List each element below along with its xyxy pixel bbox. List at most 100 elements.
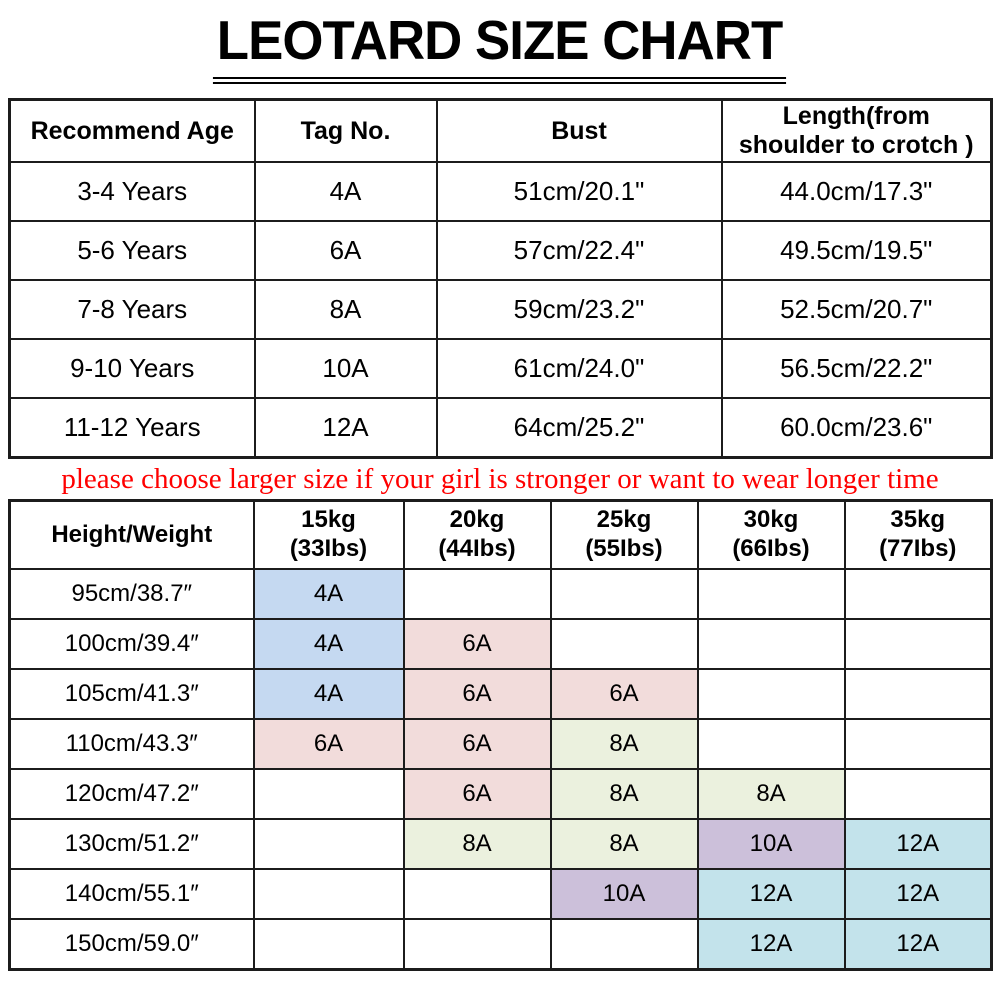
- size-code-cell: 10A: [549, 868, 699, 920]
- weight-column-header: 30kg (66Ibs): [696, 499, 846, 570]
- weight-column-header: 20kg (44Ibs): [402, 499, 552, 570]
- size-chart-cell: 56.5cm/22.2": [720, 338, 993, 399]
- size-chart-column-header: Bust: [435, 98, 723, 163]
- height-label: 105cm/41.3″: [8, 668, 255, 720]
- size-chart-cell: 3-4 Years: [8, 161, 256, 222]
- size-chart-cell: 64cm/25.2": [435, 397, 723, 459]
- size-chart-cell: 5-6 Years: [8, 220, 256, 281]
- height-weight-table: Height/Weight 15kg (33Ibs) 20kg (44Ibs) 25k…: [8, 499, 993, 971]
- size-chart-cell: 8A: [253, 279, 438, 340]
- size-code-cell: 8A: [696, 768, 846, 820]
- size-code-cell: 4A: [252, 668, 405, 720]
- size-chart-cell: 61cm/24.0": [435, 338, 723, 399]
- table-row: 100cm/39.4″ 4A 6A: [8, 618, 993, 670]
- size-chart-column-header: Tag No.: [253, 98, 438, 163]
- size-code-cell: 8A: [402, 818, 552, 870]
- size-code-cell: 12A: [696, 868, 846, 920]
- size-chart-cell: 60.0cm/23.6": [720, 397, 993, 459]
- height-label: 95cm/38.7″: [8, 568, 255, 620]
- size-chart-body: 3-4 Years 4A 51cm/20.1" 44.0cm/17.3" 5-6 Yea…: [8, 161, 993, 459]
- size-chart-cell: 10A: [253, 338, 438, 399]
- height-label: 100cm/39.4″: [8, 618, 255, 670]
- size-chart-cell: 12A: [253, 397, 438, 459]
- size-chart-cell: 11-12 Years: [8, 397, 256, 459]
- table-row: 150cm/59.0″ 12A 12A: [8, 918, 993, 971]
- size-code-cell: [252, 818, 405, 870]
- height-label: 130cm/51.2″: [8, 818, 255, 870]
- size-chart-cell: 52.5cm/20.7": [720, 279, 993, 340]
- table-row: 7-8 Years 8A 59cm/23.2" 52.5cm/20.7": [8, 279, 993, 340]
- size-chart-cell: 6A: [253, 220, 438, 281]
- size-chart-column-header: Recommend Age: [8, 98, 256, 163]
- size-code-cell: [549, 568, 699, 620]
- size-chart-cell: 4A: [253, 161, 438, 222]
- height-weight-body: 95cm/38.7″ 4A 100cm/39.4″ 4A 6A 105cm/41.3″ 4A…: [8, 568, 993, 971]
- size-chart-column-header: Length(from shoulder to crotch ): [720, 98, 993, 163]
- size-code-cell: 8A: [549, 768, 699, 820]
- height-label: 120cm/47.2″: [8, 768, 255, 820]
- height-weight-corner-header: Height/Weight: [8, 499, 255, 570]
- weight-column-header: 25kg (55Ibs): [549, 499, 699, 570]
- table-row: 11-12 Years 12A 64cm/25.2" 60.0cm/23.6": [8, 397, 993, 459]
- size-chart-cell: 44.0cm/17.3": [720, 161, 993, 222]
- weight-column-header: 35kg (77Ibs): [843, 499, 993, 570]
- size-note: please choose larger size if your girl i…: [61, 463, 939, 495]
- size-code-cell: 6A: [402, 618, 552, 670]
- table-row: 3-4 Years 4A 51cm/20.1" 44.0cm/17.3": [8, 161, 993, 222]
- table-row: 5-6 Years 6A 57cm/22.4" 49.5cm/19.5": [8, 220, 993, 281]
- size-code-cell: [402, 918, 552, 971]
- weight-column-header: 15kg (33Ibs): [252, 499, 405, 570]
- table-row: 95cm/38.7″ 4A: [8, 568, 993, 620]
- size-code-cell: [843, 618, 993, 670]
- height-label: 150cm/59.0″: [8, 918, 255, 971]
- size-code-cell: [696, 718, 846, 770]
- size-code-cell: [252, 868, 405, 920]
- height-weight-header-row: Height/Weight 15kg (33Ibs) 20kg (44Ibs) 25k…: [8, 499, 993, 570]
- size-code-cell: [843, 568, 993, 620]
- size-code-cell: 8A: [549, 818, 699, 870]
- size-code-cell: [843, 718, 993, 770]
- size-chart-cell: 51cm/20.1": [435, 161, 723, 222]
- size-code-cell: [402, 568, 552, 620]
- table-row: Recommend Age Tag No. Bust Length(from shou…: [8, 98, 993, 163]
- table-row: Height/Weight 15kg (33Ibs) 20kg (44Ibs) 25k…: [8, 499, 993, 570]
- size-code-cell: [549, 618, 699, 670]
- size-code-cell: [252, 918, 405, 971]
- size-chart-cell: 57cm/22.4": [435, 220, 723, 281]
- size-code-cell: [696, 568, 846, 620]
- size-code-cell: 6A: [549, 668, 699, 720]
- size-code-cell: [402, 868, 552, 920]
- table-row: 110cm/43.3″ 6A 6A 8A: [8, 718, 993, 770]
- height-label: 110cm/43.3″: [8, 718, 255, 770]
- size-chart-header-row: Recommend Age Tag No. Bust Length(from shou…: [8, 98, 993, 163]
- size-code-cell: [696, 618, 846, 670]
- size-chart-table: Recommend Age Tag No. Bust Length(from shou…: [8, 98, 993, 459]
- table-row: 140cm/55.1″ 10A 12A 12A: [8, 868, 993, 920]
- size-code-cell: [843, 668, 993, 720]
- size-code-cell: 12A: [843, 868, 993, 920]
- table-row: 9-10 Years 10A 61cm/24.0" 56.5cm/22.2": [8, 338, 993, 399]
- size-code-cell: 8A: [549, 718, 699, 770]
- table-row: 120cm/47.2″ 6A 8A 8A: [8, 768, 993, 820]
- size-chart-cell: 49.5cm/19.5": [720, 220, 993, 281]
- size-code-cell: 4A: [252, 618, 405, 670]
- table-row: 130cm/51.2″ 8A 8A 10A 12A: [8, 818, 993, 870]
- size-code-cell: [843, 768, 993, 820]
- size-code-cell: 6A: [252, 718, 405, 770]
- size-code-cell: [252, 768, 405, 820]
- size-code-cell: 12A: [696, 918, 846, 971]
- page-header: LEOTARD SIZE CHART: [0, 0, 1000, 98]
- size-chart-cell: 59cm/23.2": [435, 279, 723, 340]
- size-code-cell: 10A: [696, 818, 846, 870]
- size-chart-cell: 9-10 Years: [8, 338, 256, 399]
- size-code-cell: 6A: [402, 768, 552, 820]
- size-code-cell: 12A: [843, 918, 993, 971]
- table-row: 105cm/41.3″ 4A 6A 6A: [8, 668, 993, 720]
- size-code-cell: 6A: [402, 718, 552, 770]
- size-code-cell: 4A: [252, 568, 405, 620]
- size-chart-cell: 7-8 Years: [8, 279, 256, 340]
- height-label: 140cm/55.1″: [8, 868, 255, 920]
- page-title: LEOTARD SIZE CHART: [213, 10, 787, 84]
- size-code-cell: [549, 918, 699, 971]
- size-code-cell: 6A: [402, 668, 552, 720]
